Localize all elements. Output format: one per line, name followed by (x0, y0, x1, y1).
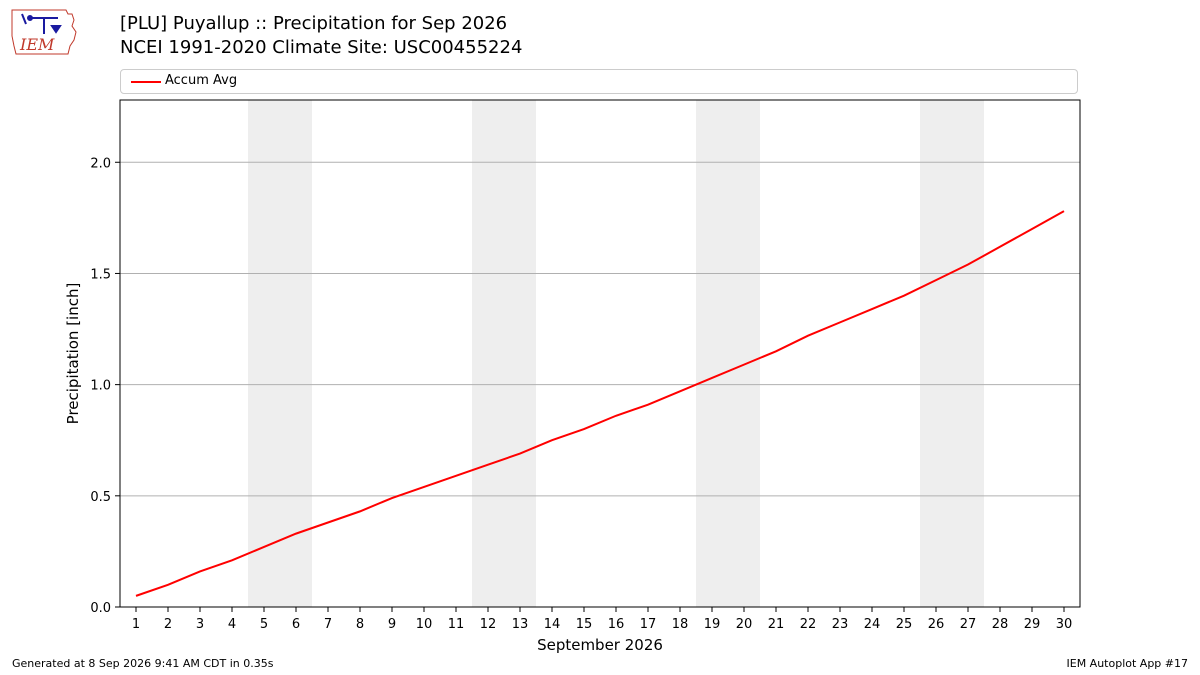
x-tick-label: 5 (260, 617, 268, 632)
chart-title: [PLU] Puyallup :: Precipitation for Sep … (120, 13, 508, 34)
x-tick-label: 25 (896, 617, 913, 632)
x-tick-label: 20 (736, 617, 753, 632)
x-tick-label: 13 (512, 617, 529, 632)
legend-label-accum-avg: Accum Avg (165, 73, 238, 88)
x-tick-label: 9 (388, 617, 396, 632)
series-line-accum-avg (135, 210, 1065, 597)
x-tick-label: 26 (928, 617, 945, 632)
x-tick-label: 8 (356, 617, 364, 632)
x-tick-label: 15 (576, 617, 593, 632)
weekend-band (696, 100, 760, 607)
x-tick-label: 1 (132, 617, 140, 632)
legend: Accum Avg (120, 69, 1078, 94)
x-tick-label: 16 (608, 617, 625, 632)
weekend-band (472, 100, 536, 607)
x-tick-label: 2 (164, 617, 172, 632)
x-tick-label: 6 (292, 617, 300, 632)
y-tick-label: 0.5 (90, 490, 111, 505)
weekend-band (920, 100, 984, 607)
x-tick-label: 17 (640, 617, 657, 632)
x-tick-label: 4 (228, 617, 236, 632)
x-tick-label: 30 (1056, 617, 1073, 632)
y-tick-label: 1.5 (90, 267, 111, 282)
y-axis-label: Precipitation [inch] (64, 283, 82, 425)
x-tick-label: 29 (1024, 617, 1041, 632)
x-tick-label: 21 (768, 617, 785, 632)
x-tick-label: 7 (324, 617, 332, 632)
x-tick-label: 10 (416, 617, 433, 632)
y-tick-label: 1.0 (90, 379, 111, 394)
x-tick-label: 11 (448, 617, 465, 632)
iem-logo: IEM (11, 9, 77, 55)
x-tick-label: 28 (992, 617, 1009, 632)
chart-subtitle: NCEI 1991-2020 Climate Site: USC00455224 (120, 37, 523, 58)
y-tick-label: 0.0 (90, 601, 111, 616)
x-tick-label: 23 (832, 617, 849, 632)
x-tick-label: 24 (864, 617, 881, 632)
legend-swatch-accum-avg (131, 81, 161, 83)
generated-timestamp: Generated at 8 Sep 2026 9:41 AM CDT in 0… (12, 657, 274, 670)
x-tick-label: 12 (480, 617, 497, 632)
weekend-band (248, 100, 312, 607)
x-tick-label: 3 (196, 617, 204, 632)
x-tick-label: 19 (704, 617, 721, 632)
x-tick-label: 14 (544, 617, 561, 632)
x-tick-label: 22 (800, 617, 817, 632)
x-axis-label: September 2026 (537, 636, 663, 654)
x-tick-label: 27 (960, 617, 977, 632)
x-tick-label: 18 (672, 617, 689, 632)
logo-text: IEM (19, 35, 55, 54)
app-id: IEM Autoplot App #17 (1066, 657, 1189, 670)
y-tick-label: 2.0 (90, 156, 111, 171)
